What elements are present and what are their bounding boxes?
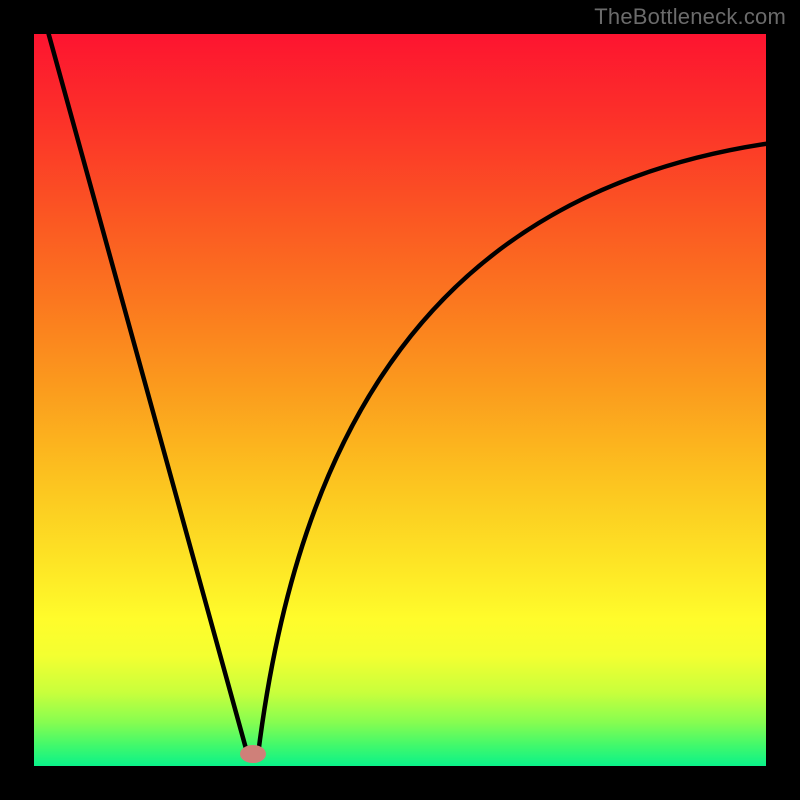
curve-layer [34, 34, 766, 766]
curve-left-branch [49, 34, 248, 755]
minimum-marker [240, 745, 266, 763]
plot-area [34, 34, 766, 766]
curve-right-branch [258, 144, 766, 755]
watermark-text: TheBottleneck.com [594, 4, 786, 30]
